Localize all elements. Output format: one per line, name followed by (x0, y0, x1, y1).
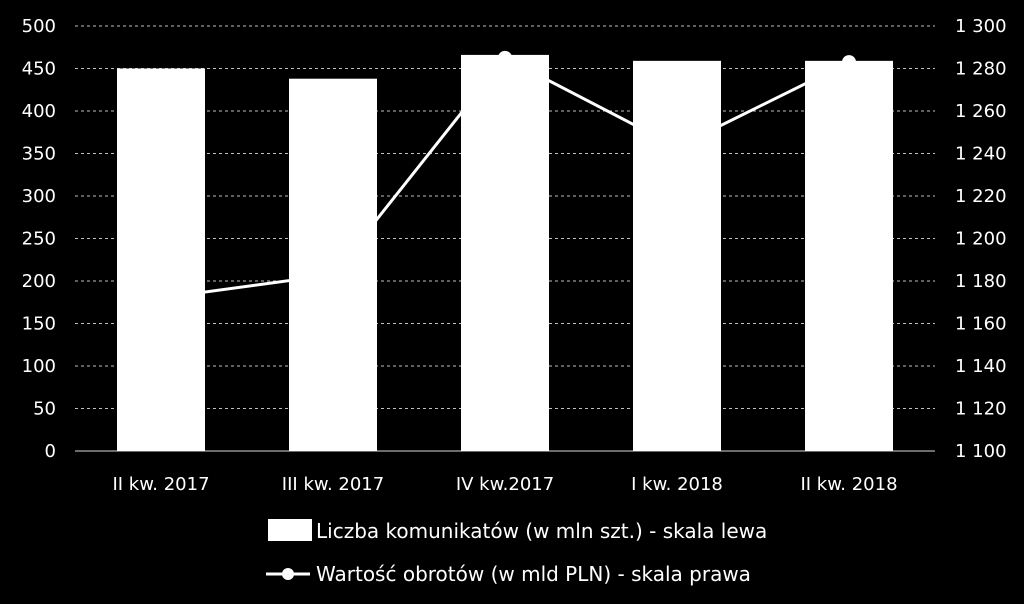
left-tick-label: 350 (22, 144, 56, 165)
right-tick-label: 1 260 (955, 101, 1007, 122)
line-point (842, 55, 856, 70)
left-tick-label: 200 (22, 271, 56, 292)
right-tick-label: 1 100 (955, 441, 1007, 462)
line-point (326, 267, 340, 282)
x-tick-label: II kw. 2017 (112, 474, 209, 495)
bar (289, 78, 377, 451)
bar (117, 68, 205, 451)
line-point (670, 140, 684, 155)
legend-bar-swatch (268, 519, 312, 541)
right-tick-label: 1 280 (955, 59, 1007, 80)
gridlines (75, 25, 935, 452)
bar (633, 60, 721, 451)
line-point (154, 291, 168, 305)
x-axis-ticks: II kw. 2017 III kw. 2017 IV kw.2017 I kw. 2… (112, 474, 897, 495)
right-tick-label: 1 220 (955, 186, 1007, 207)
right-tick-label: 1 240 (955, 144, 1007, 165)
right-tick-label: 1 120 (955, 399, 1007, 420)
left-tick-label: 400 (22, 101, 56, 122)
line-series (154, 50, 856, 305)
legend-line-label: Wartość obrotów (w mld PLN) - skala praw… (316, 562, 751, 586)
left-tick-label: 150 (22, 314, 56, 335)
x-tick-label: II kw. 2018 (800, 474, 897, 495)
left-axis-ticks: 0 50 100 150 200 250 300 350 400 450 500 (22, 16, 56, 462)
legend-line-marker (282, 568, 294, 580)
bar (805, 60, 893, 451)
left-tick-label: 0 (45, 441, 56, 462)
left-tick-label: 50 (33, 399, 56, 420)
left-tick-label: 250 (22, 229, 56, 250)
right-tick-label: 1 140 (955, 356, 1007, 377)
right-tick-label: 1 180 (955, 271, 1007, 292)
legend-bar-label: Liczba komunikatów (w mln szt.) - skala … (316, 519, 767, 543)
right-axis-ticks: 1 100 1 120 1 140 1 160 1 180 1 200 1 220 1 240… (955, 16, 1007, 462)
left-tick-label: 300 (22, 186, 56, 207)
x-tick-label: IV kw.2017 (456, 474, 554, 495)
right-tick-label: 1 300 (955, 16, 1007, 37)
x-tick-label: III kw. 2017 (282, 474, 384, 495)
right-tick-label: 1 200 (955, 229, 1007, 250)
left-tick-label: 450 (22, 59, 56, 80)
bar-series (117, 54, 893, 452)
right-tick-label: 1 160 (955, 314, 1007, 335)
legend: Liczba komunikatów (w mln szt.) - skala … (266, 519, 767, 586)
left-tick-label: 100 (22, 356, 56, 377)
left-tick-label: 500 (22, 16, 56, 37)
line-point (498, 50, 512, 65)
x-tick-label: I kw. 2018 (631, 474, 723, 495)
bar (461, 54, 549, 452)
